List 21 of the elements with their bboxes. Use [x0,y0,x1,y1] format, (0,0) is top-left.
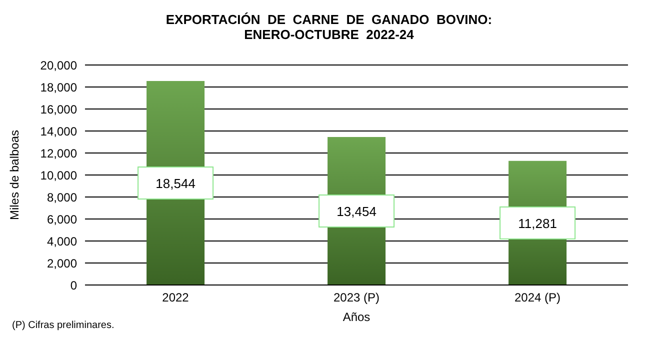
x-axis-title: Años [342,310,370,324]
y-tick-label: 18,000 [40,80,78,94]
data-label: 18,544 [156,176,196,192]
y-tick-label: 12,000 [40,146,78,160]
y-tick-label: 4,000 [46,234,78,248]
y-tick-label: 16,000 [40,102,78,116]
y-axis-title: Miles de balboas [7,130,22,220]
chart-title: EXPORTACIÓN DE CARNE DE GANADO BOVINO: ENERO-OCTUBRE 2022-24 [164,12,494,42]
y-tick-label: 0 [70,278,78,292]
y-tick-label: 6,000 [46,212,78,226]
data-label: 13,454 [336,204,376,220]
x-tick-label: 2024 (P) [514,290,561,305]
y-tick-label: 8,000 [46,190,78,204]
x-tick-label: 2023 (P) [333,290,380,305]
x-tick-label: 2022 [162,290,190,305]
y-tick-label: 10,000 [40,168,78,182]
y-tick-label: 2,000 [46,256,78,270]
y-tick-label: 14,000 [40,124,78,138]
y-tick-label: 20,000 [40,58,78,72]
text: (P) Cifras preliminares. [12,320,114,331]
data-label: 11,281 [518,216,557,231]
